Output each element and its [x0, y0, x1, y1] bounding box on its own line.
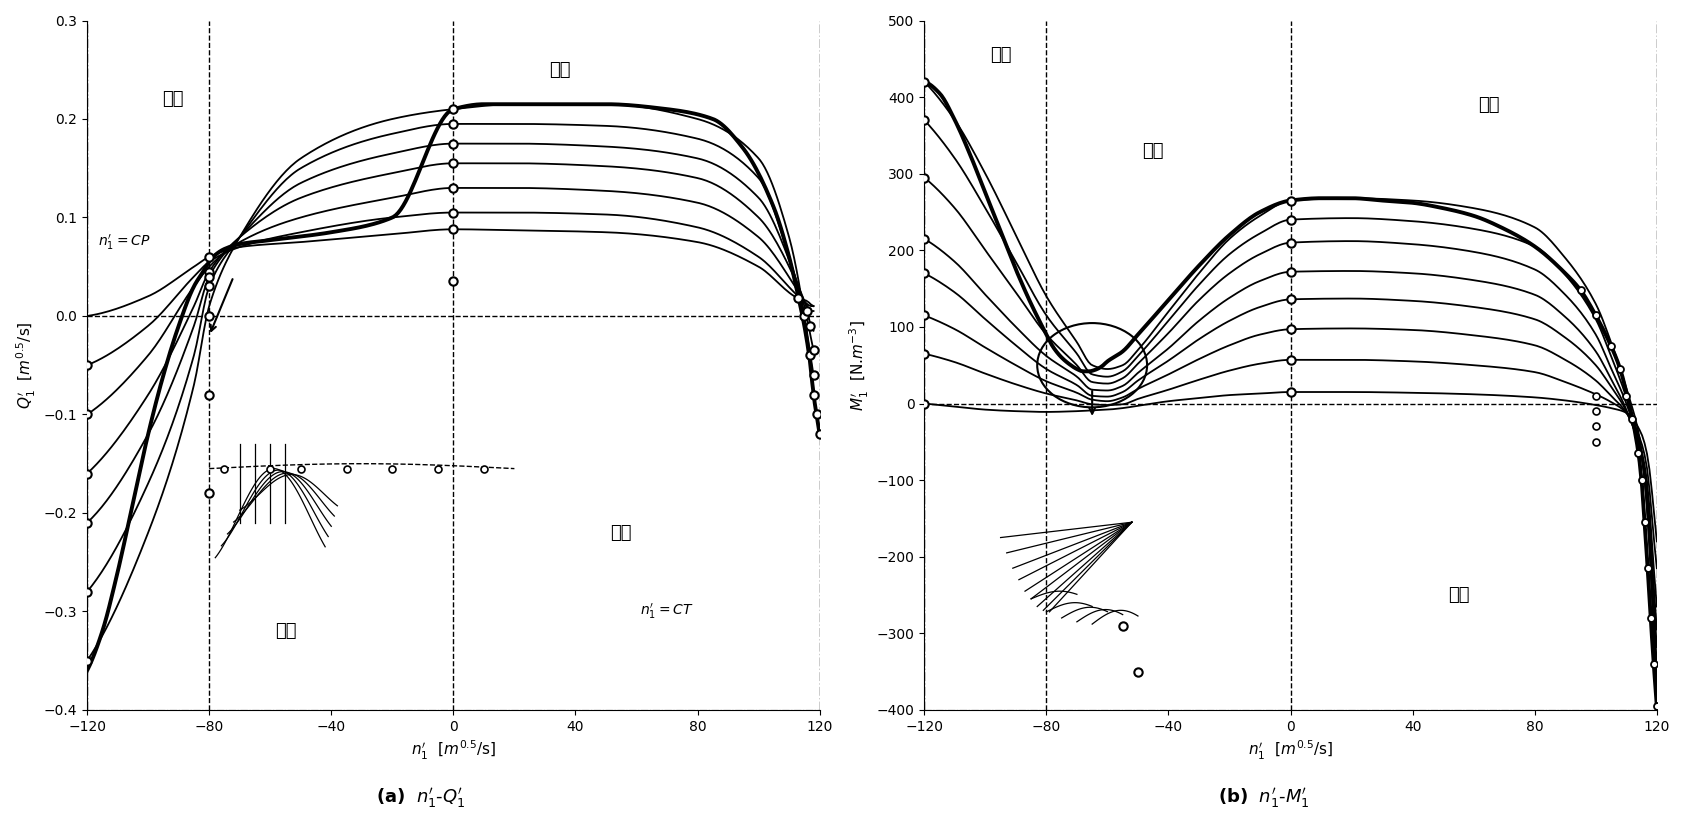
- X-axis label: $n_1^{\prime}$  [$m^{0.5}$/s]: $n_1^{\prime}$ [$m^{0.5}$/s]: [411, 739, 495, 762]
- Text: $\mathbf{(a)}$  $n_1^{\prime}$-$Q_1^{\prime}$: $\mathbf{(a)}$ $n_1^{\prime}$-$Q_1^{\pri…: [376, 786, 467, 810]
- Text: $n_1'=CT$: $n_1'=CT$: [640, 602, 694, 621]
- Y-axis label: $Q_1^{\prime}$  [$m^{0.5}$/s]: $Q_1^{\prime}$ [$m^{0.5}$/s]: [15, 322, 39, 409]
- Text: 八区: 八区: [1447, 586, 1469, 604]
- Text: 七区: 七区: [989, 46, 1011, 64]
- Text: 六区: 六区: [1142, 141, 1164, 160]
- X-axis label: $n_1^{\prime}$  [$m^{0.5}$/s]: $n_1^{\prime}$ [$m^{0.5}$/s]: [1249, 739, 1333, 762]
- Text: 三区: 三区: [275, 622, 297, 640]
- Text: 四区: 四区: [610, 523, 632, 542]
- Text: 五区: 五区: [1478, 96, 1500, 114]
- Text: 一区: 一区: [549, 60, 571, 79]
- Text: $n_1'=CP$: $n_1'=CP$: [98, 232, 150, 251]
- Text: 二区: 二区: [162, 90, 184, 108]
- Y-axis label: $M_1^{\prime}$  [N.$m^{-3}$]: $M_1^{\prime}$ [N.$m^{-3}$]: [848, 320, 871, 410]
- Text: $\mathbf{(b)}$  $n_1^{\prime}$-$M_1^{\prime}$: $\mathbf{(b)}$ $n_1^{\prime}$-$M_1^{\pri…: [1218, 786, 1309, 810]
